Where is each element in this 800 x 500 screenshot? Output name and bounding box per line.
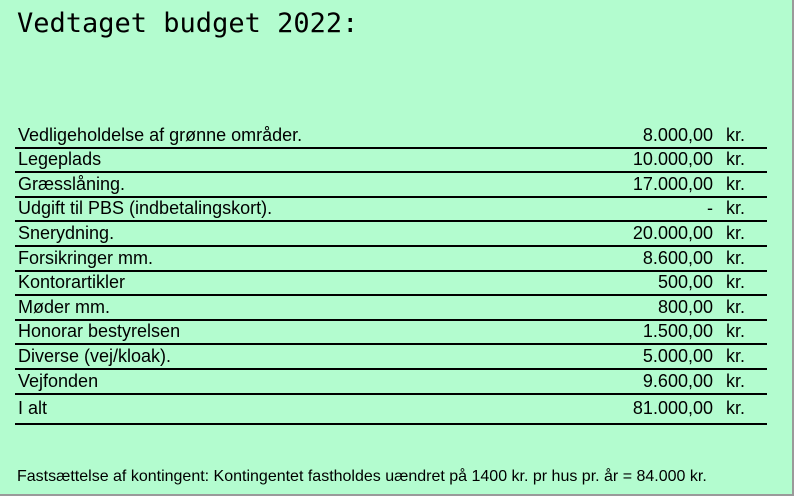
row-label: Snerydning. <box>18 222 115 243</box>
row-unit: kr. <box>726 272 746 293</box>
row-label: Honorar bestyrelsen <box>18 321 181 342</box>
row-label: Vedligeholdelse af grønne områder. <box>18 124 303 145</box>
row-unit: kr. <box>726 222 746 243</box>
total-amount: 81.000,00 <box>632 397 713 418</box>
row-label: Diverse (vej/kloak). <box>18 345 172 366</box>
row-label: Kontorartikler <box>18 272 126 293</box>
row-unit: kr. <box>726 296 746 317</box>
table-row: Honorar bestyrelsen 1.500,00 kr. <box>15 321 767 346</box>
row-amount: 1.500,00 <box>642 321 713 342</box>
row-amount: 20.000,00 <box>632 222 713 243</box>
row-unit: kr. <box>726 345 746 366</box>
table-row: Vejfonden 9.600,00 kr. <box>15 370 767 395</box>
table-row: Legeplads 10.000,00 kr. <box>15 149 767 174</box>
row-unit: kr. <box>726 173 746 194</box>
row-amount: 500,00 <box>657 272 713 293</box>
row-label: Vejfonden <box>18 370 99 391</box>
page-title: Vedtaget budget 2022: <box>17 8 359 39</box>
row-label: Forsikringer mm. <box>18 247 154 268</box>
row-amount: 17.000,00 <box>632 173 713 194</box>
row-label: Møder mm. <box>18 296 110 317</box>
row-amount: 8.600,00 <box>642 247 713 268</box>
row-label: Græsslåning. <box>18 173 126 194</box>
table-row: Møder mm. 800,00 kr. <box>15 296 767 321</box>
total-label: I alt <box>18 397 48 418</box>
total-row: I alt 81.000,00 kr. <box>15 395 767 425</box>
table-row: Vedligeholdelse af grønne områder. 8.000… <box>15 124 767 149</box>
row-amount: 800,00 <box>657 296 713 317</box>
row-amount: 5.000,00 <box>642 345 713 366</box>
row-label: Udgift til PBS (indbetalingskort). <box>18 198 273 219</box>
table-row: Diverse (vej/kloak). 5.000,00 kr. <box>15 345 767 370</box>
row-unit: kr. <box>726 247 746 268</box>
table-row: Græsslåning. 17.000,00 kr. <box>15 173 767 198</box>
total-unit: kr. <box>726 397 746 418</box>
table-row: Kontorartikler 500,00 kr. <box>15 272 767 297</box>
row-unit: kr. <box>726 370 746 391</box>
table-row: Snerydning. 20.000,00 kr. <box>15 222 767 247</box>
row-unit: kr. <box>726 149 746 170</box>
budget-table: Vedligeholdelse af grønne områder. 8.000… <box>15 124 767 425</box>
row-label: Legeplads <box>18 149 102 170</box>
table-row: Forsikringer mm. 8.600,00 kr. <box>15 247 767 272</box>
row-amount: 8.000,00 <box>642 124 713 145</box>
row-unit: kr. <box>726 321 746 342</box>
row-amount: - <box>707 198 713 219</box>
table-row: Udgift til PBS (indbetalingskort). - kr. <box>15 198 767 223</box>
row-amount: 9.600,00 <box>642 370 713 391</box>
row-unit: kr. <box>726 124 746 145</box>
row-amount: 10.000,00 <box>632 149 713 170</box>
row-unit: kr. <box>726 198 746 219</box>
contribution-note: Fastsættelse af kontingent: Kontingentet… <box>17 468 707 485</box>
